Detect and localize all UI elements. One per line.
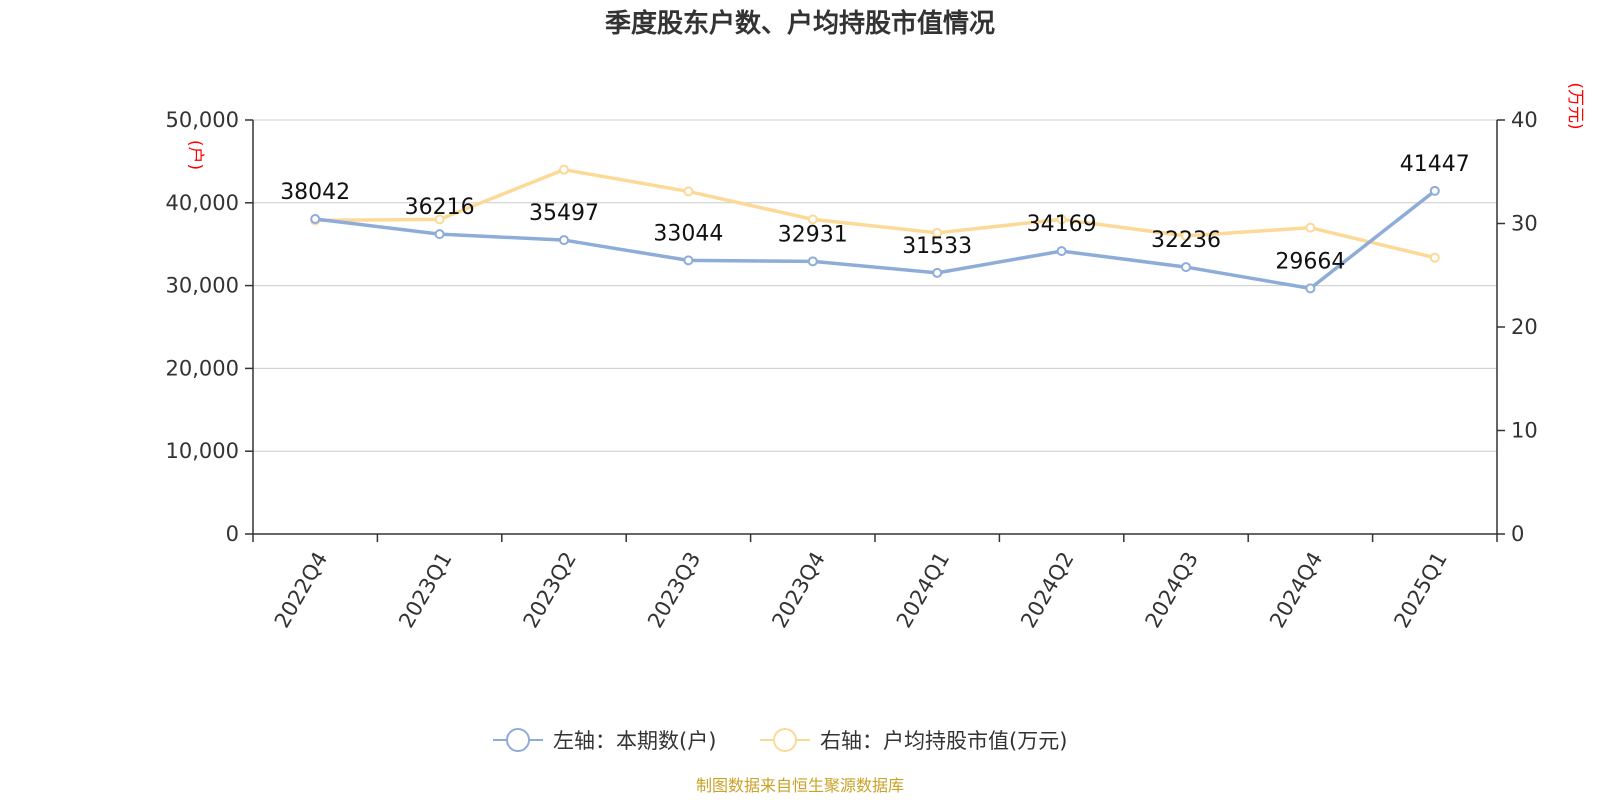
data-point (1305, 222, 1316, 233)
data-point (1429, 252, 1440, 263)
legend: 左轴：本期数(户) 右轴：户均持股市值(万元) (493, 728, 1067, 753)
data-point (932, 227, 943, 238)
x-axis-tick-label: 2023Q4 (767, 548, 829, 632)
series-line (314, 189, 1436, 291)
data-point (807, 256, 818, 267)
left-axis-tick-label: 20,000 (166, 356, 239, 380)
right-axis-tick-label: 10 (1511, 419, 1538, 443)
left-axis-tick-label: 10,000 (166, 439, 239, 463)
legend-marker (773, 728, 797, 752)
data-label: 36216 (405, 195, 475, 220)
x-axis-tick-label: 2023Q2 (519, 548, 581, 632)
data-point (683, 255, 694, 266)
series-layer (310, 164, 1440, 294)
source-note: 制图数据来自恒生聚源数据库 (696, 776, 904, 795)
data-point (1305, 283, 1316, 294)
data-point (683, 186, 694, 197)
data-point (310, 214, 321, 225)
left-axis-tick-label: 30,000 (166, 274, 239, 298)
data-label: 41447 (1400, 152, 1470, 177)
right-axis-tick-label: 20 (1511, 315, 1538, 339)
legend-marker (506, 728, 530, 752)
data-point (1181, 262, 1191, 273)
data-point (559, 164, 569, 175)
data-point (434, 229, 445, 240)
data-label: 34169 (1027, 212, 1097, 237)
x-axis-tick-label: 2024Q4 (1265, 548, 1327, 632)
left-axis-tick-label: 40,000 (166, 191, 239, 215)
x-axis-tick-label: 2023Q3 (643, 548, 705, 632)
x-axis-tick-label: 2024Q1 (892, 548, 954, 632)
data-point (1056, 246, 1067, 257)
right-axis-tick-label: 40 (1511, 108, 1538, 132)
data-label: 33044 (653, 221, 723, 246)
series-line (315, 167, 1436, 260)
right-axis-tick-label: 0 (1511, 522, 1524, 546)
x-axis-tick-label: 2022Q4 (270, 548, 332, 632)
left-axis-tick-label: 50,000 (166, 108, 239, 132)
grid (253, 119, 1497, 452)
data-label: 38042 (280, 180, 350, 205)
data-label: 31533 (902, 234, 972, 259)
data-point (1181, 230, 1191, 241)
axes: 0 10,000 20,000 30,000 40,000 50,000 0 10 20 30 40… (166, 108, 1538, 632)
left-axis-tick-label: 0 (226, 522, 239, 546)
x-axis-tick-label: 2023Q1 (394, 548, 456, 632)
right-axis-unit: (万元) (1565, 82, 1585, 129)
x-axis-tick-label: 2025Q1 (1389, 548, 1451, 632)
data-label: 29664 (1275, 249, 1345, 274)
legend-label: 左轴：本期数(户) (553, 729, 716, 753)
data-point (1429, 185, 1440, 196)
data-labels: 38042 36216 35497 33044 32931 31533 34169 32236… (280, 152, 1470, 275)
data-point (807, 214, 818, 225)
data-point (559, 235, 569, 246)
legend-label: 右轴：户均持股市值(万元) (820, 729, 1067, 753)
x-axis-tick-label: 2024Q2 (1016, 548, 1078, 632)
data-point (434, 214, 445, 225)
x-axis-tick-label: 2024Q3 (1141, 548, 1203, 632)
data-label: 32236 (1151, 228, 1221, 253)
data-point (1056, 214, 1067, 225)
chart-title: 季度股东户数、户均持股市值情况 (605, 8, 995, 39)
data-label: 35497 (529, 201, 599, 226)
data-point (932, 267, 943, 278)
left-axis-unit: (户) (185, 140, 205, 170)
right-axis-tick-label: 30 (1511, 212, 1538, 236)
data-label: 32931 (778, 222, 848, 247)
